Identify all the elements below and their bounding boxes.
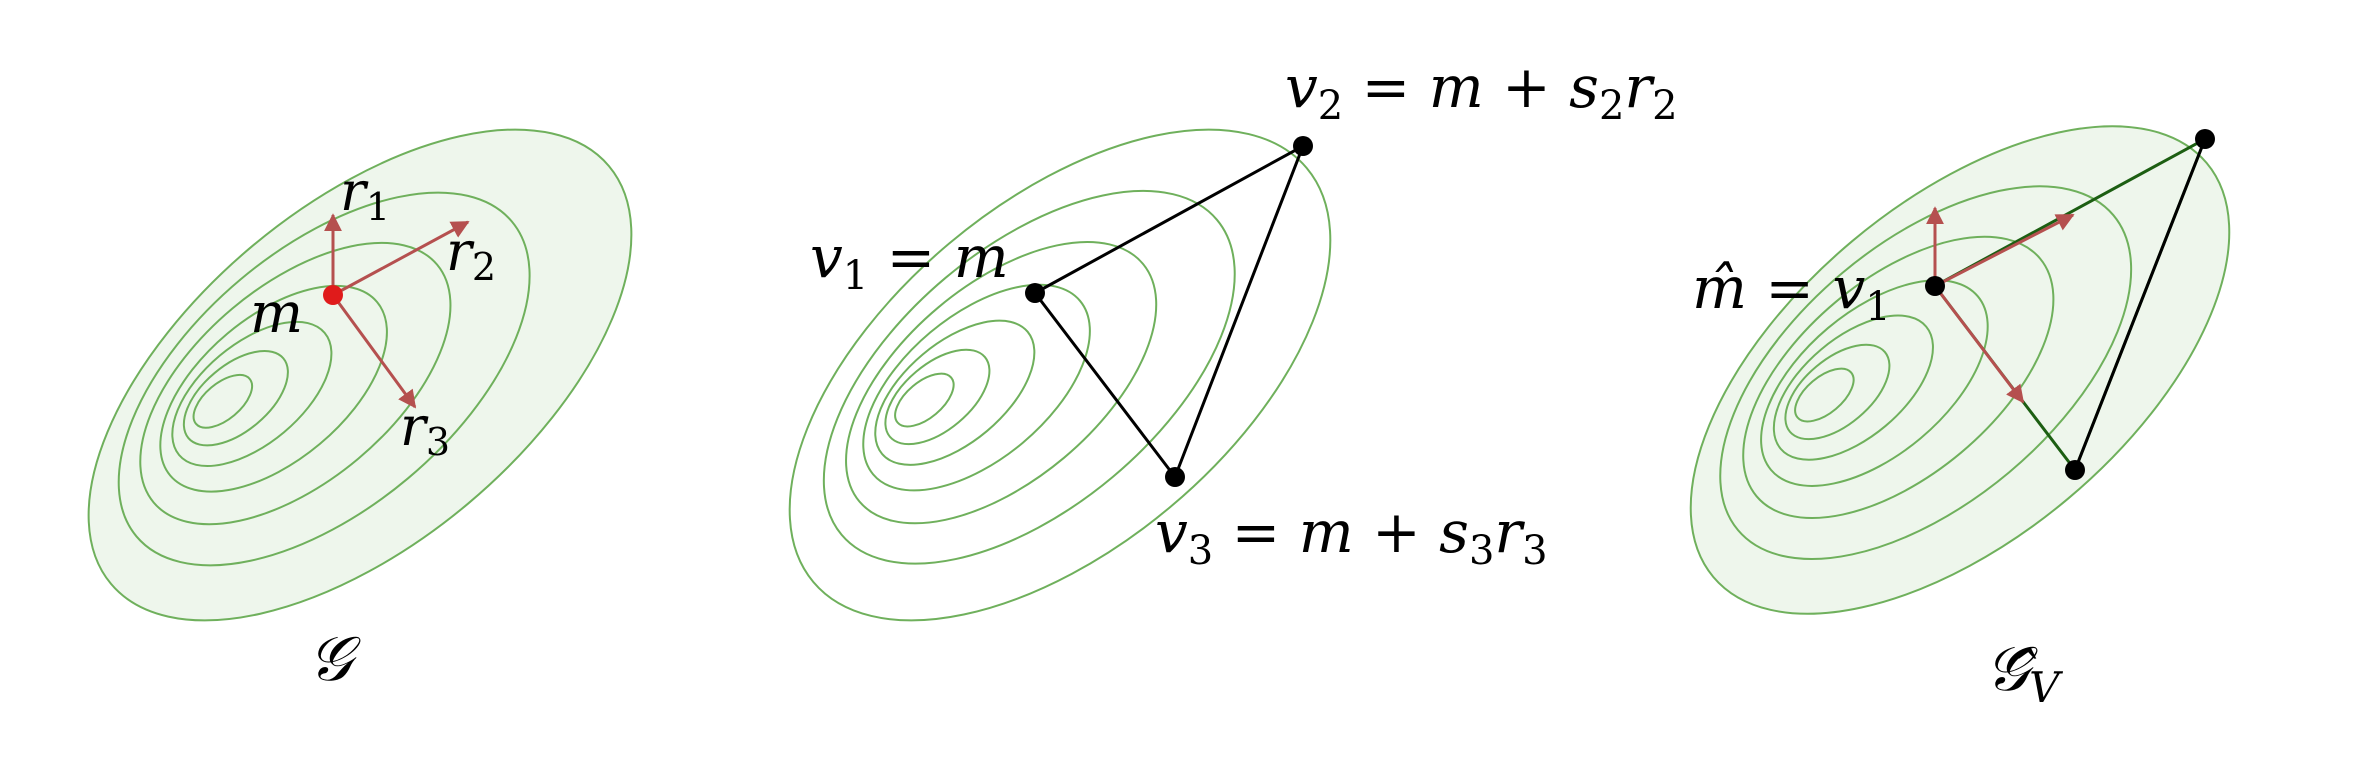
contour-6 — [182, 350, 289, 447]
label-mhat: m̂ = v1 — [1692, 254, 1891, 330]
contour-7 — [894, 372, 955, 428]
contour-4 — [1760, 279, 1989, 487]
contour-1 — [788, 128, 1332, 622]
contour-3 — [845, 240, 1158, 525]
label-v1: v1 = m — [810, 223, 1009, 299]
panel-triangle: v1 = m v2 = m + s2r2 v3 = m + s3r3 — [788, 53, 1678, 622]
contour-3 — [139, 241, 452, 526]
contour-2 — [1719, 185, 2133, 561]
arrow-fitted-2 — [1934, 213, 2075, 288]
contour-1 — [87, 128, 633, 622]
contour-5 — [874, 319, 1036, 466]
contour-5 — [1772, 314, 1934, 461]
vertex-v3 — [1165, 467, 1185, 487]
fitted-contours — [1689, 125, 2231, 615]
contour-3 — [1742, 235, 2055, 520]
label-v3: v3 = m + s3r3 — [1155, 498, 1548, 574]
vertex-fitted-v1 — [1925, 276, 1945, 296]
contour-6 — [1784, 343, 1891, 441]
contour-1 — [1689, 125, 2231, 615]
label-v2: v2 = m + s2r2 — [1285, 53, 1678, 129]
arrow-fitted-3 — [1933, 285, 2025, 404]
arrow-r3 — [331, 294, 417, 409]
caption-gaussian: 𝒢 — [308, 622, 361, 695]
caption-fitted: 𝒢̂V — [1985, 632, 2063, 712]
vertex-fitted-v2 — [2195, 129, 2215, 149]
contour-2 — [117, 191, 531, 567]
gaussian-contours — [87, 128, 633, 622]
contour-7 — [1794, 367, 1855, 423]
triangle-contours — [788, 128, 1332, 622]
contour-4 — [862, 283, 1091, 492]
contour-4 — [159, 284, 388, 493]
mean-point — [323, 285, 343, 305]
contour-6 — [884, 348, 991, 446]
contour-5 — [171, 320, 333, 468]
panel-gaussian: m r1 r2 r3 𝒢 — [87, 128, 633, 695]
vertex-v1 — [1025, 283, 1045, 303]
vertex-fitted-v3 — [2065, 460, 2085, 480]
arrow-r2 — [332, 220, 470, 297]
panel-fitted: m̂ = v1 𝒢̂V — [1689, 125, 2231, 712]
fitted-edge-v2-v3 — [2073, 138, 2207, 471]
triangle-edges — [1032, 142, 1306, 481]
vertex-v2 — [1293, 136, 1313, 156]
label-r2: r2 — [446, 220, 496, 289]
label-m: m — [250, 281, 303, 346]
contour-7 — [192, 373, 254, 429]
label-r3: r3 — [400, 395, 450, 464]
label-r1: r1 — [340, 160, 390, 229]
